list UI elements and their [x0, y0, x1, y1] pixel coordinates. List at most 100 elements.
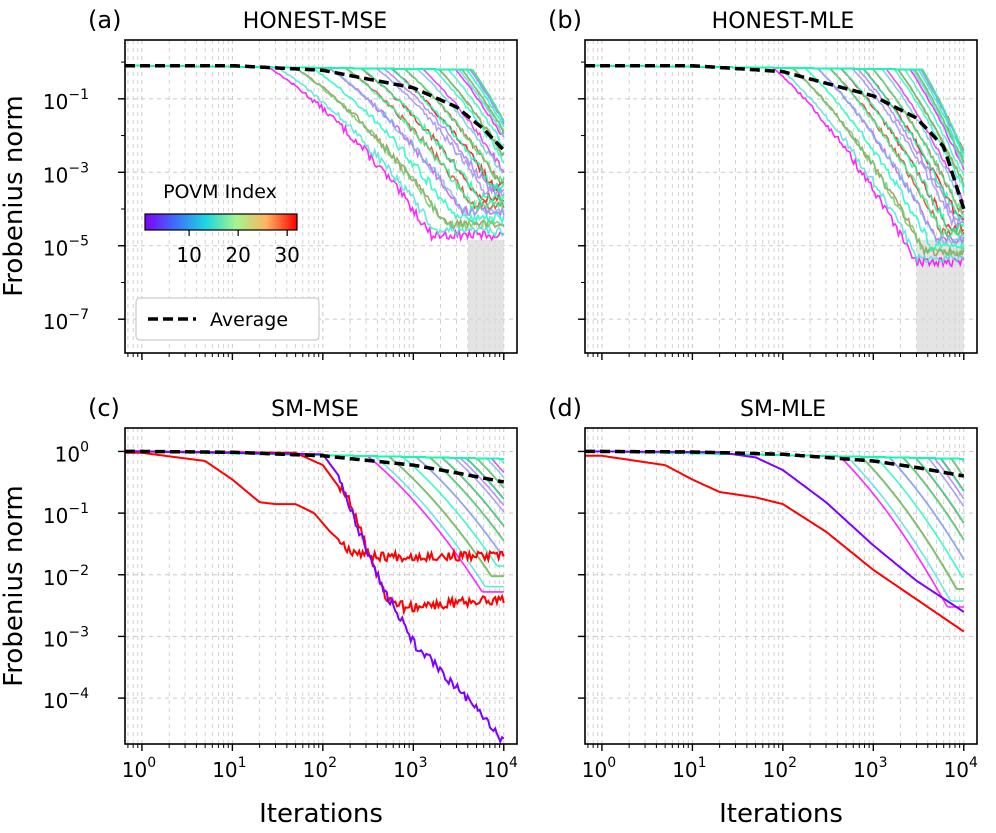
povm-series-line — [585, 64, 965, 253]
panel-d-xlabel: Iterations — [719, 799, 843, 829]
y-tick-base: 10 — [43, 504, 68, 528]
x-tick-exp: 2 — [788, 755, 797, 771]
x-tick-label: 101 — [672, 755, 706, 782]
colorbar-tick-label: 10 — [176, 243, 201, 267]
x-tick-label: 104 — [484, 755, 518, 782]
x-tick-exp: 0 — [607, 755, 616, 771]
x-tick-base: 10 — [582, 758, 607, 782]
x-tick-exp: 0 — [147, 755, 156, 771]
x-tick-base: 10 — [303, 758, 328, 782]
panel-c-ylabel: Frobenius norm — [0, 485, 29, 687]
y-tick-base: 10 — [43, 566, 68, 590]
povm-series-line — [585, 450, 964, 590]
panel-b-title: HONEST-MLE — [712, 9, 855, 34]
y-tick-label: 10−3 — [43, 160, 89, 187]
panel-a-title: HONEST-MSE — [243, 9, 387, 34]
x-tick-exp: 4 — [969, 755, 978, 771]
panel-c-frame — [124, 427, 518, 745]
x-tick-label: 102 — [303, 755, 337, 782]
panel-c-grid — [125, 428, 517, 744]
y-tick-label: 10−5 — [43, 234, 89, 261]
y-tick-label: 10−4 — [43, 686, 89, 713]
panel-d-frame — [584, 427, 978, 745]
x-tick-base: 10 — [853, 758, 878, 782]
legend-box — [135, 297, 320, 341]
panel-d-ticks: 100 101 102 103 104 — [578, 450, 978, 782]
y-tick-exp: −3 — [68, 624, 89, 640]
x-tick-exp: 1 — [698, 755, 707, 771]
panel-a-frame — [124, 39, 518, 354]
x-tick-label: 104 — [944, 755, 978, 782]
average-line — [585, 449, 965, 478]
x-tick-label: 103 — [853, 755, 887, 782]
x-tick-exp: 4 — [509, 755, 518, 771]
y-tick-exp: 0 — [80, 439, 89, 455]
panel-a-letter: (a) — [88, 6, 121, 34]
povm-series-line — [585, 450, 964, 590]
colorbar-title: POVM Index — [163, 181, 277, 203]
y-tick-base: 10 — [43, 237, 68, 261]
y-tick-base: 10 — [43, 627, 68, 651]
panel-b-series — [585, 64, 965, 269]
highlight-series-red-bottom — [585, 454, 965, 633]
colorbar-tick-label: 30 — [274, 243, 299, 267]
y-tick-base: 10 — [43, 689, 68, 713]
y-tick-exp: −5 — [68, 234, 89, 250]
y-tick-base: 10 — [55, 442, 80, 466]
x-tick-label: 100 — [122, 755, 156, 782]
x-tick-base: 10 — [212, 758, 237, 782]
x-tick-label: 100 — [582, 755, 616, 782]
y-tick-exp: −3 — [68, 160, 89, 176]
x-tick-base: 10 — [122, 758, 147, 782]
y-tick-label: 10−2 — [43, 563, 89, 590]
povm-series-line — [585, 64, 965, 154]
panel-a-ylabel: Frobenius norm — [0, 95, 29, 297]
x-tick-exp: 2 — [328, 755, 337, 771]
y-tick-exp: −1 — [68, 501, 89, 517]
panel-c-title: SM-MSE — [271, 397, 359, 422]
y-tick-exp: −4 — [68, 686, 89, 702]
x-tick-base: 10 — [672, 758, 697, 782]
x-tick-exp: 1 — [238, 755, 247, 771]
panel-c-letter: (c) — [88, 394, 120, 422]
panel-d: (d) SM-MLE 100 101 102 103 104 Iterations — [548, 394, 978, 829]
y-tick-exp: −1 — [68, 87, 89, 103]
y-tick-label: 10−7 — [43, 307, 89, 334]
y-tick-label: 10−1 — [43, 87, 89, 114]
colorbar-ticks: 10 20 30 — [176, 230, 300, 267]
x-tick-label: 103 — [393, 755, 427, 782]
y-tick-base: 10 — [43, 90, 68, 114]
panel-b-average — [585, 63, 966, 210]
colorbar-gradient — [144, 213, 298, 231]
panel-d-title: SM-MLE — [740, 397, 826, 422]
legend-average-label: Average — [210, 309, 288, 331]
panel-b-frame — [584, 39, 978, 354]
x-tick-base: 10 — [393, 758, 418, 782]
panel-b-grid — [585, 40, 977, 353]
average-line — [125, 63, 506, 152]
x-tick-base: 10 — [944, 758, 969, 782]
panel-d-average — [585, 449, 965, 478]
x-tick-exp: 3 — [879, 755, 888, 771]
x-tick-exp: 3 — [419, 755, 428, 771]
panel-b-letter: (b) — [548, 6, 582, 34]
y-tick-exp: −7 — [68, 307, 89, 323]
highlight-series-red-plateau-high — [125, 451, 505, 564]
average-line — [125, 449, 505, 484]
shaded-region — [467, 239, 504, 353]
povm-series-line — [585, 64, 965, 269]
panel-a-average — [125, 63, 506, 152]
colorbar: POVM Index 10 20 30 — [144, 181, 300, 267]
panel-a-shade — [467, 239, 504, 353]
colorbar-tick-label: 20 — [225, 243, 250, 267]
y-tick-label: 10−1 — [43, 501, 89, 528]
panel-c-xlabel: Iterations — [259, 799, 383, 829]
y-tick-exp: −2 — [68, 563, 89, 579]
x-tick-base: 10 — [763, 758, 788, 782]
y-tick-base: 10 — [43, 310, 68, 334]
panel-c-average — [125, 449, 505, 484]
panel-c: (c) SM-MSE 100 101 102 103 10410010−110−210−… — [0, 394, 518, 829]
panel-a: (a) HONEST-MSE 10−110−310−510−7 Frobeniu… — [0, 6, 518, 360]
